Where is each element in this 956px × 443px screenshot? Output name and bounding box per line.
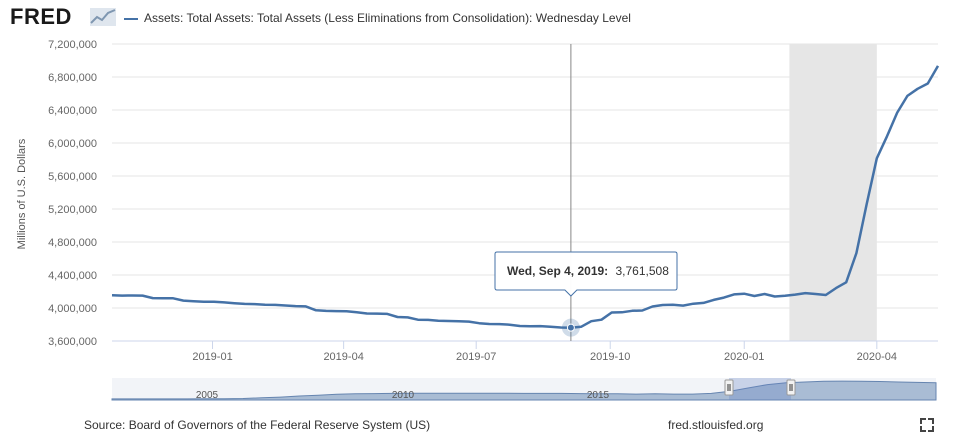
- x-tick-label: 2019-01: [192, 351, 232, 363]
- x-tick-label: 2019-10: [590, 351, 630, 363]
- navigator-label: 2010: [392, 390, 415, 401]
- fred-url-link[interactable]: fred.stlouisfed.org: [668, 418, 764, 432]
- y-tick-label: 5,600,000: [48, 171, 97, 183]
- recession-shading: [789, 44, 877, 341]
- navigator-labels: 2005 2010 2015: [196, 390, 610, 401]
- fullscreen-icon[interactable]: [920, 418, 934, 432]
- y-tick-label: 4,800,000: [48, 237, 97, 249]
- navigator-left-handle[interactable]: [724, 379, 734, 396]
- y-tick-label: 3,600,000: [48, 336, 97, 348]
- tooltip-text: Wed, Sep 4, 2019: 3,761,508: [507, 264, 669, 278]
- y-tick-label: 6,400,000: [48, 105, 97, 117]
- y-axis-label: Millions of U.S. Dollars: [16, 138, 28, 250]
- tooltip-date: Wed, Sep 4, 2019:: [507, 264, 608, 278]
- x-tick-label: 2019-04: [323, 351, 363, 363]
- legend-swatch: [124, 18, 138, 20]
- navigator-label: 2005: [196, 390, 219, 401]
- y-tick-label: 5,200,000: [48, 204, 97, 216]
- x-tick-label: 2020-01: [724, 351, 764, 363]
- y-tick-label: 7,200,000: [48, 39, 97, 51]
- y-tick-label: 6,800,000: [48, 72, 97, 84]
- source-note: Source: Board of Governors of the Federa…: [84, 418, 431, 432]
- navigator-handle-grip[interactable]: [724, 379, 734, 396]
- tooltip: Wed, Sep 4, 2019: 3,761,508: [494, 251, 678, 297]
- y-axis-ticks: 3,600,000 4,000,000 4,400,000 4,800,000 5,20…: [48, 39, 97, 348]
- tooltip-value: 3,761,508: [616, 264, 670, 278]
- range-navigator[interactable]: 2005 2010 2015: [111, 378, 937, 401]
- tooltip-box: [494, 251, 678, 297]
- x-tick-label: 2019-07: [456, 351, 496, 363]
- chart-area[interactable]: 2019-01 2019-04 2019-07 2019-10 2020-01 2020-…: [0, 0, 956, 410]
- legend-series-label[interactable]: Assets: Total Assets: Total Assets (Less…: [144, 11, 631, 25]
- y-tick-label: 4,000,000: [48, 303, 97, 315]
- fred-logo[interactable]: FRED: [10, 4, 72, 29]
- y-tick-label: 4,400,000: [48, 270, 97, 282]
- navigator-handle-grip[interactable]: [786, 379, 796, 396]
- fred-logo-graph-icon: [90, 8, 116, 26]
- x-axis: 2019-01 2019-04 2019-07 2019-10 2020-01 2020-…: [112, 340, 938, 363]
- navigator-label: 2015: [587, 390, 610, 401]
- chart-header: FRED Assets: Total Assets: Total Assets …: [0, 0, 956, 36]
- navigator-right-handle[interactable]: [786, 379, 796, 396]
- series-line[interactable]: [111, 65, 940, 329]
- x-tick-label: 2020-04: [857, 351, 897, 363]
- navigator-selected-range: [729, 378, 791, 400]
- y-tick-label: 6,000,000: [48, 138, 97, 150]
- hover-marker: [566, 323, 575, 332]
